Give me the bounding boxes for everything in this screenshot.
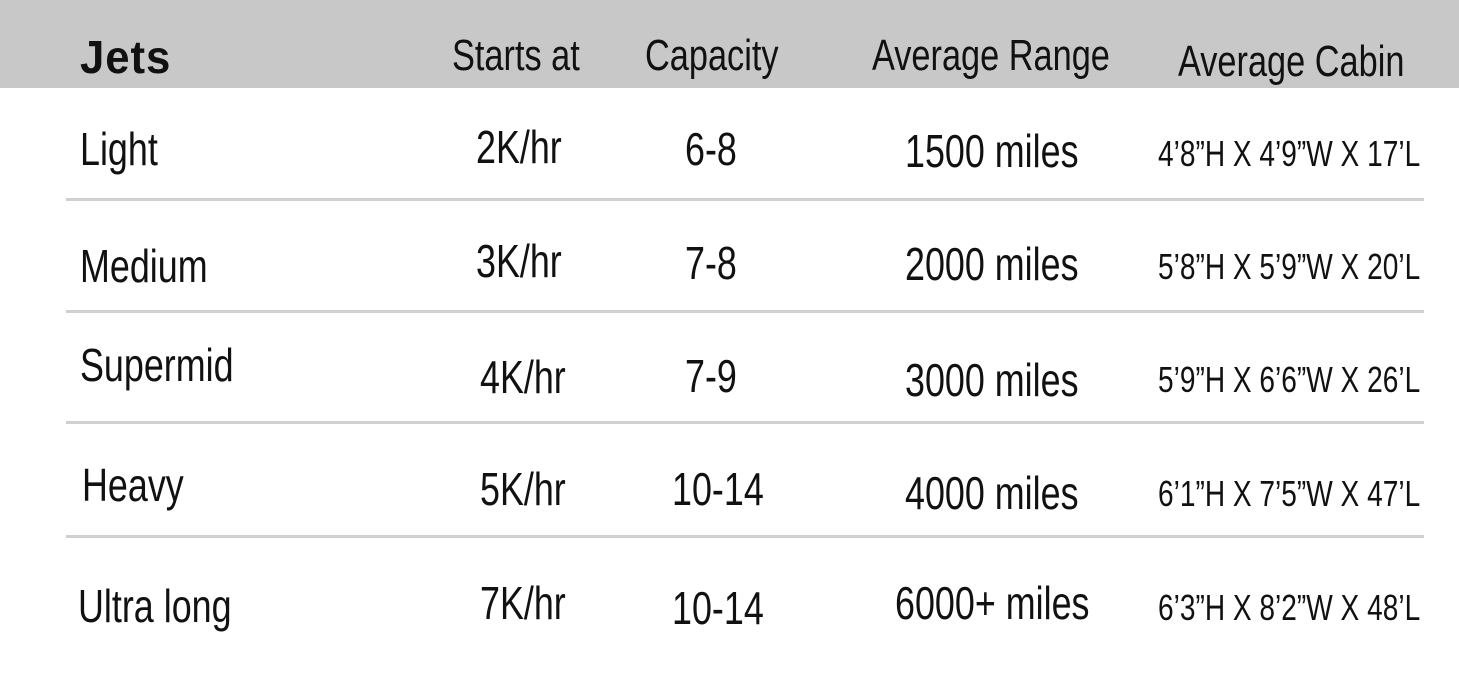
header-starts-at: Starts at (452, 31, 580, 80)
jet-type-cell: Medium (80, 240, 208, 292)
jet-type-cell: Supermid (80, 339, 234, 391)
capacity-cell: 6-8 (685, 123, 737, 175)
starts-at-cell: 7K/hr (480, 577, 566, 629)
range-cell: 6000+ miles (895, 577, 1090, 629)
table-header: Jets Starts at Capacity Average Range Av… (0, 0, 1459, 88)
jet-type-cell: Heavy (82, 459, 184, 511)
range-cell: 4000 miles (905, 467, 1079, 519)
starts-at-cell: 2K/hr (476, 121, 562, 173)
range-cell: 1500 miles (905, 125, 1079, 177)
cabin-cell: 5’8”H X 5’9”W X 20’L (1158, 246, 1421, 287)
cabin-cell: 6’1”H X 7’5”W X 47’L (1158, 473, 1421, 514)
cabin-cell: 6’3”H X 8’2”W X 48’L (1158, 587, 1421, 628)
jet-type-cell: Ultra long (78, 580, 232, 632)
header-average-range: Average Range (872, 31, 1110, 80)
header-capacity: Capacity (645, 31, 779, 80)
range-cell: 3000 miles (905, 354, 1079, 406)
row-divider (66, 310, 1424, 313)
jet-type-cell: Light (80, 123, 158, 175)
starts-at-cell: 5K/hr (480, 463, 566, 515)
row-divider (66, 198, 1424, 201)
header-average-cabin: Average Cabin (1178, 37, 1405, 86)
capacity-cell: 7-9 (685, 350, 737, 402)
cabin-cell: 4’8”H X 4’9”W X 17’L (1158, 133, 1421, 174)
row-divider (66, 535, 1424, 538)
range-cell: 2000 miles (905, 238, 1079, 290)
capacity-cell: 7-8 (685, 237, 737, 289)
cabin-cell: 5’9”H X 6’6”W X 26’L (1158, 359, 1421, 400)
row-divider (66, 421, 1424, 424)
capacity-cell: 10-14 (672, 582, 764, 634)
starts-at-cell: 3K/hr (476, 235, 562, 287)
header-jets: Jets (80, 31, 172, 83)
capacity-cell: 10-14 (672, 463, 764, 515)
starts-at-cell: 4K/hr (480, 351, 566, 403)
